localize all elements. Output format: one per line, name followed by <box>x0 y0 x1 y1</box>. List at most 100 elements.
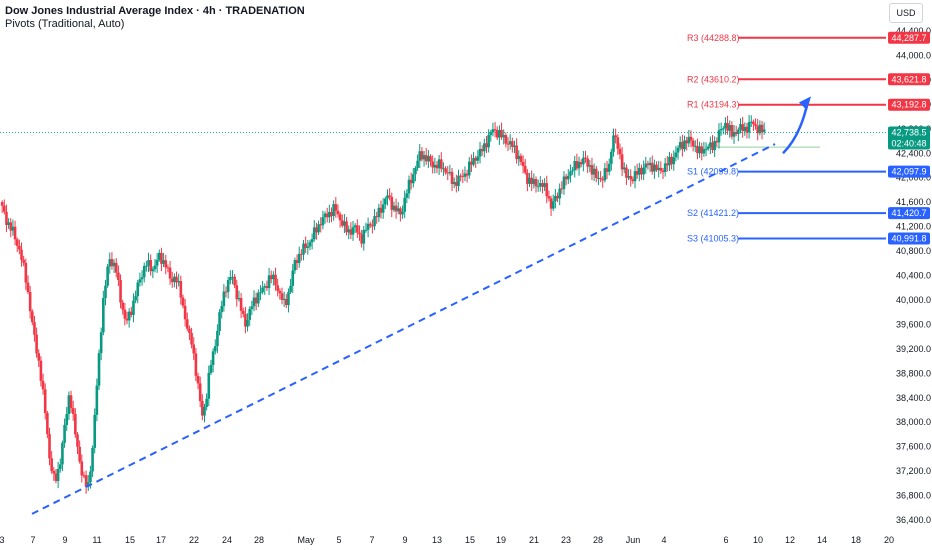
candle <box>345 216 348 236</box>
projection-arrow-shaft <box>782 100 810 155</box>
candle <box>541 179 544 194</box>
candle <box>661 167 665 179</box>
candle <box>399 206 402 222</box>
candle <box>752 119 755 131</box>
candle <box>388 188 391 201</box>
candle <box>257 289 260 308</box>
candle <box>414 166 417 182</box>
candle <box>312 220 316 242</box>
projection-arrow[interactable] <box>782 96 811 155</box>
candle <box>489 129 493 142</box>
candle <box>420 147 424 162</box>
candle <box>82 471 86 479</box>
candle <box>683 135 686 152</box>
candle <box>13 220 17 246</box>
candle <box>18 239 21 255</box>
candle <box>545 175 549 204</box>
candle <box>640 164 643 180</box>
svg-text:43,192.8: 43,192.8 <box>891 100 926 110</box>
candle <box>394 198 398 219</box>
candle <box>375 211 379 224</box>
y-tick-label: 42,400.0 <box>896 148 931 158</box>
candle <box>696 138 699 160</box>
candle <box>371 219 374 234</box>
candle <box>15 237 19 253</box>
candle <box>579 159 583 168</box>
x-tick-label: 3 <box>0 535 5 545</box>
candle <box>194 348 198 381</box>
candle <box>84 470 88 494</box>
x-tick-label: 14 <box>817 535 827 545</box>
candle <box>549 195 553 216</box>
candle <box>734 125 738 137</box>
candle <box>304 236 307 253</box>
candle <box>48 427 51 466</box>
candle <box>22 255 25 267</box>
candle <box>356 219 359 238</box>
candle <box>504 132 508 148</box>
y-tick-label: 39,600.0 <box>896 319 931 329</box>
candle <box>650 155 654 175</box>
candle <box>226 276 230 299</box>
candle <box>5 204 8 233</box>
candle <box>11 219 15 236</box>
candle <box>704 142 708 157</box>
x-tick-label: 22 <box>189 535 199 545</box>
candle <box>506 137 510 151</box>
x-tick-label: 13 <box>432 535 442 545</box>
candle <box>76 432 79 455</box>
trendline[interactable] <box>31 143 776 515</box>
candle <box>67 391 71 421</box>
candle <box>461 169 465 184</box>
candle <box>263 283 267 295</box>
candle <box>536 179 540 192</box>
time-axis[interactable]: 3 7 9 11 15 17 22 24 28 May 5 7 9 13 15 19 21 23 28 Jun 4 6 10… <box>0 535 894 545</box>
candle <box>607 158 611 176</box>
candle <box>670 153 673 170</box>
pivot-label: S1 (42099.8) <box>687 167 739 177</box>
indicator-label[interactable]: Pivots (Traditional, Auto) <box>5 18 125 30</box>
candle <box>381 198 385 219</box>
pivot-label: R1 (43194.3) <box>687 100 740 110</box>
candle <box>114 258 118 278</box>
candle <box>168 260 172 285</box>
candle <box>347 225 351 240</box>
candle <box>86 474 90 492</box>
y-tick-label: 38,800.0 <box>896 368 931 378</box>
candle <box>448 164 452 176</box>
candle <box>125 311 129 325</box>
candle <box>360 229 363 248</box>
candle <box>644 156 648 174</box>
candle <box>142 262 146 283</box>
pivot-label: S2 (41421.2) <box>687 208 739 218</box>
candle <box>676 145 680 160</box>
candle <box>35 327 38 358</box>
candle <box>691 138 695 152</box>
candle <box>582 150 585 172</box>
candle <box>353 223 357 233</box>
pivot-price-tag: 40,991.8 <box>888 232 930 245</box>
candle <box>0 200 4 213</box>
candle <box>648 157 652 173</box>
candle <box>588 159 592 173</box>
candle <box>711 135 714 154</box>
currency-button[interactable]: USD <box>889 3 923 23</box>
candle <box>601 176 605 188</box>
candle <box>491 122 495 137</box>
candle <box>528 172 531 187</box>
candle <box>9 218 13 238</box>
candlestick-series <box>0 114 766 494</box>
candle <box>558 183 561 206</box>
candle <box>106 264 109 288</box>
candle <box>672 150 676 171</box>
candle <box>297 246 301 268</box>
candle <box>323 211 327 224</box>
candle <box>209 359 213 375</box>
candle <box>183 299 187 327</box>
candle <box>261 280 264 295</box>
candle <box>754 118 757 130</box>
candle <box>622 162 626 174</box>
svg-text:43,621.8: 43,621.8 <box>891 74 926 84</box>
pivot-label: S3 (41005.3) <box>687 234 739 244</box>
